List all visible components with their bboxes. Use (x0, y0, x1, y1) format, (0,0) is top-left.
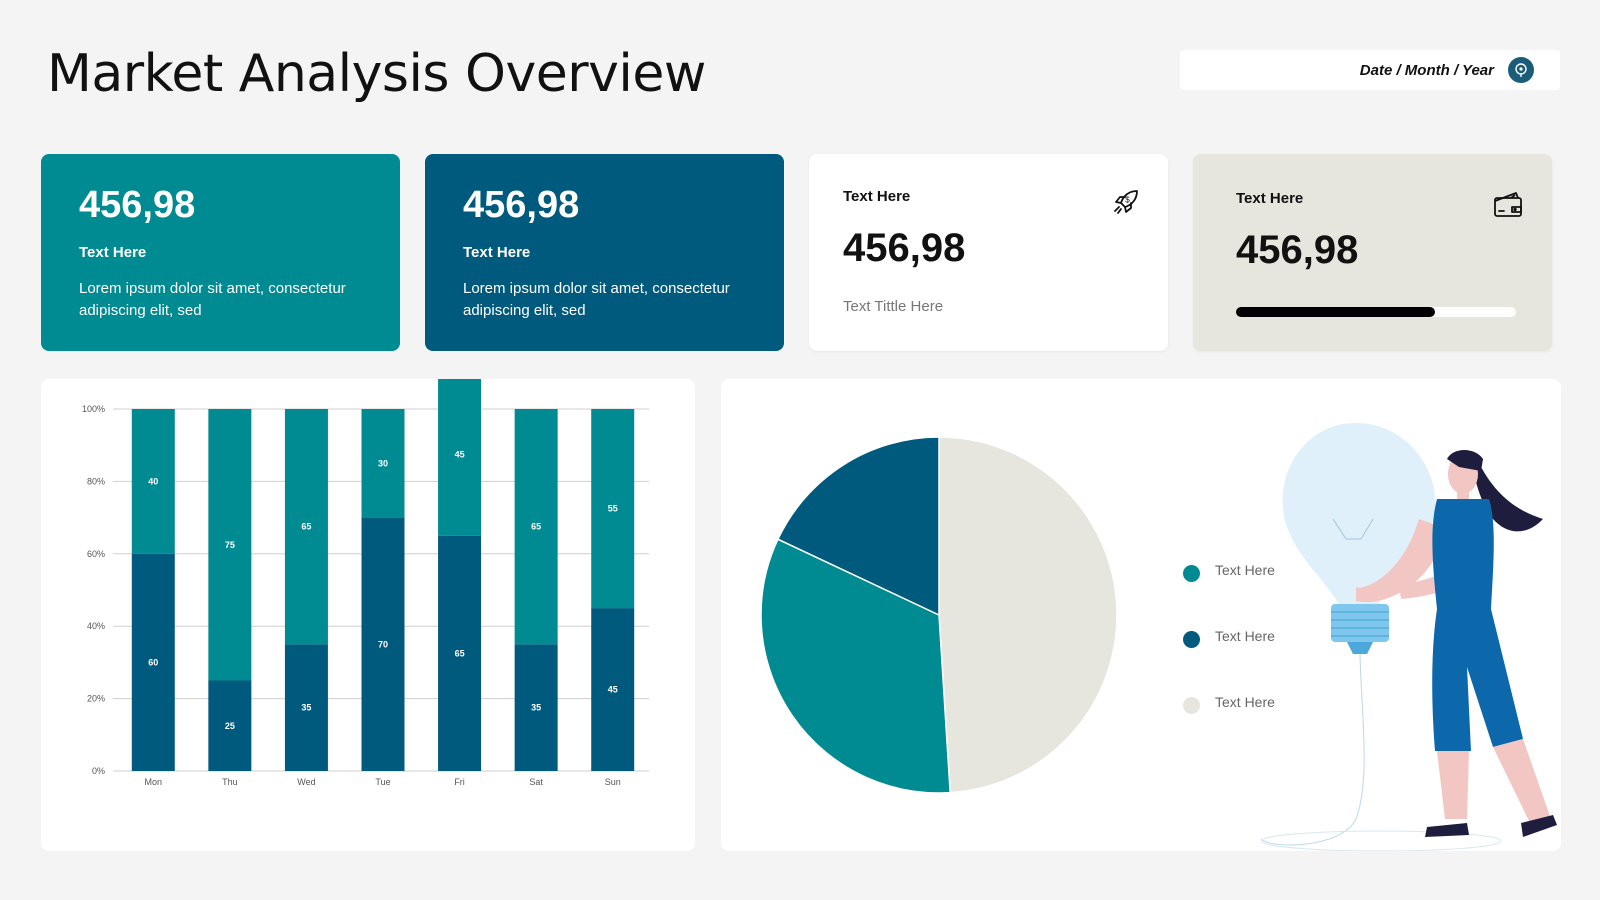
bar-segment (284, 644, 328, 771)
legend-item: Text Here (1183, 537, 1275, 603)
legend-label: Text Here (1215, 694, 1275, 710)
stacked-bar-chart-panel: 0% 20% 40% 60% 80% 100% 60 40 Mon 25 75 Thu 35 65 Wed 7… (41, 372, 695, 851)
x-tick-label: Wed (297, 777, 315, 787)
bar-data-label: 40 (148, 476, 158, 486)
bar-data-label: 75 (225, 540, 235, 550)
pie-slice (776, 436, 940, 617)
stacked-bar-chart: 0% 20% 40% 60% 80% 100% 60 40 Mon 25 75 Thu 35 65 Wed 7… (82, 372, 649, 787)
legend-label: Text Here (1215, 562, 1275, 578)
kpi-card-4: Text Here 456,98 (1193, 154, 1552, 351)
pie-slice (760, 538, 951, 794)
bar-data-label: 30 (378, 458, 388, 468)
y-tick-label: 80% (87, 476, 105, 486)
pie-chart-panel: Text Here Text Here Text Here (721, 379, 1561, 851)
kpi-label: Text Here (463, 244, 531, 261)
kpi-value: 456,98 (79, 184, 196, 226)
svg-text:$: $ (1125, 196, 1130, 205)
x-tick-label: Sat (529, 777, 543, 787)
bar-data-label: 35 (531, 703, 541, 713)
pie-slice (938, 436, 1118, 794)
bar-segment (438, 535, 482, 771)
kpi-value: 456,98 (463, 184, 580, 226)
bar-segment (131, 409, 175, 554)
rocket-icon: $ (1110, 186, 1142, 223)
kpi-card-2: 456,98 Text Here Lorem ipsum dolor sit a… (425, 154, 784, 351)
bar-data-label: 65 (531, 522, 541, 532)
x-tick-label: Thu (222, 777, 238, 787)
kpi-subtitle: Text Tittle Here (843, 298, 944, 315)
bar-segment (361, 409, 405, 518)
y-tick-label: 100% (82, 404, 105, 414)
bar-segment (284, 409, 328, 645)
progress-bar (1236, 307, 1516, 317)
legend-dot (1183, 696, 1200, 714)
x-tick-label: Mon (145, 777, 163, 787)
location-pin-icon (1508, 57, 1534, 83)
bar-segment (208, 409, 252, 681)
progress-bar-fill (1236, 307, 1435, 317)
page-title: Market Analysis Overview (47, 44, 706, 104)
kpi-description: Lorem ipsum dolor sit amet, consectetur … (463, 280, 730, 319)
bar-data-label: 45 (455, 449, 465, 459)
kpi-description: Lorem ipsum dolor sit amet, consectetur … (79, 280, 346, 319)
bar-data-label: 65 (301, 522, 311, 532)
bar-data-label: 35 (301, 703, 311, 713)
bar-segment (591, 608, 635, 771)
y-tick-label: 40% (87, 621, 105, 631)
kpi-label: Text Here (1236, 190, 1304, 207)
bar-segment (591, 409, 635, 609)
legend-label: Text Here (1215, 628, 1275, 644)
kpi-label: Text Here (843, 188, 911, 205)
bar-data-label: 55 (608, 504, 618, 514)
bar-data-label: 60 (148, 657, 158, 667)
x-tick-label: Fri (454, 777, 465, 787)
bar-segment (131, 553, 175, 771)
legend-item: Text Here (1183, 669, 1275, 735)
date-selector[interactable]: Date / Month / Year (1180, 50, 1560, 90)
bar-segment (208, 680, 252, 771)
y-tick-label: 20% (87, 694, 105, 704)
kpi-card-1: 456,98 Text Here Lorem ipsum dolor sit a… (41, 154, 400, 351)
y-tick-label: 60% (87, 549, 105, 559)
x-tick-label: Tue (375, 777, 390, 787)
bar-segment (361, 517, 405, 771)
date-label: Date / Month / Year (1359, 61, 1494, 79)
bar-segment (514, 409, 558, 645)
pie-chart (760, 436, 1118, 794)
bar-data-label: 25 (225, 721, 235, 731)
bar-data-label: 65 (455, 648, 465, 658)
bar-data-label: 70 (378, 639, 388, 649)
x-tick-label: Sun (605, 777, 621, 787)
legend-dot (1183, 564, 1200, 582)
pie-legend: Text Here Text Here Text Here (1183, 537, 1275, 735)
bar-segment (438, 372, 482, 536)
wallet-icon (1492, 188, 1524, 225)
woman-lightbulb-illustration (1261, 423, 1557, 851)
kpi-card-3: Text Here 456,98 Text Tittle Here $ (809, 154, 1168, 351)
kpi-value: 456,98 (1236, 228, 1359, 272)
kpi-label: Text Here (79, 244, 147, 261)
bar-data-label: 45 (608, 685, 618, 695)
bar-segment (514, 644, 558, 771)
kpi-value: 456,98 (843, 226, 966, 270)
legend-item: Text Here (1183, 603, 1275, 669)
y-tick-label: 0% (92, 766, 105, 776)
legend-dot (1183, 630, 1200, 648)
